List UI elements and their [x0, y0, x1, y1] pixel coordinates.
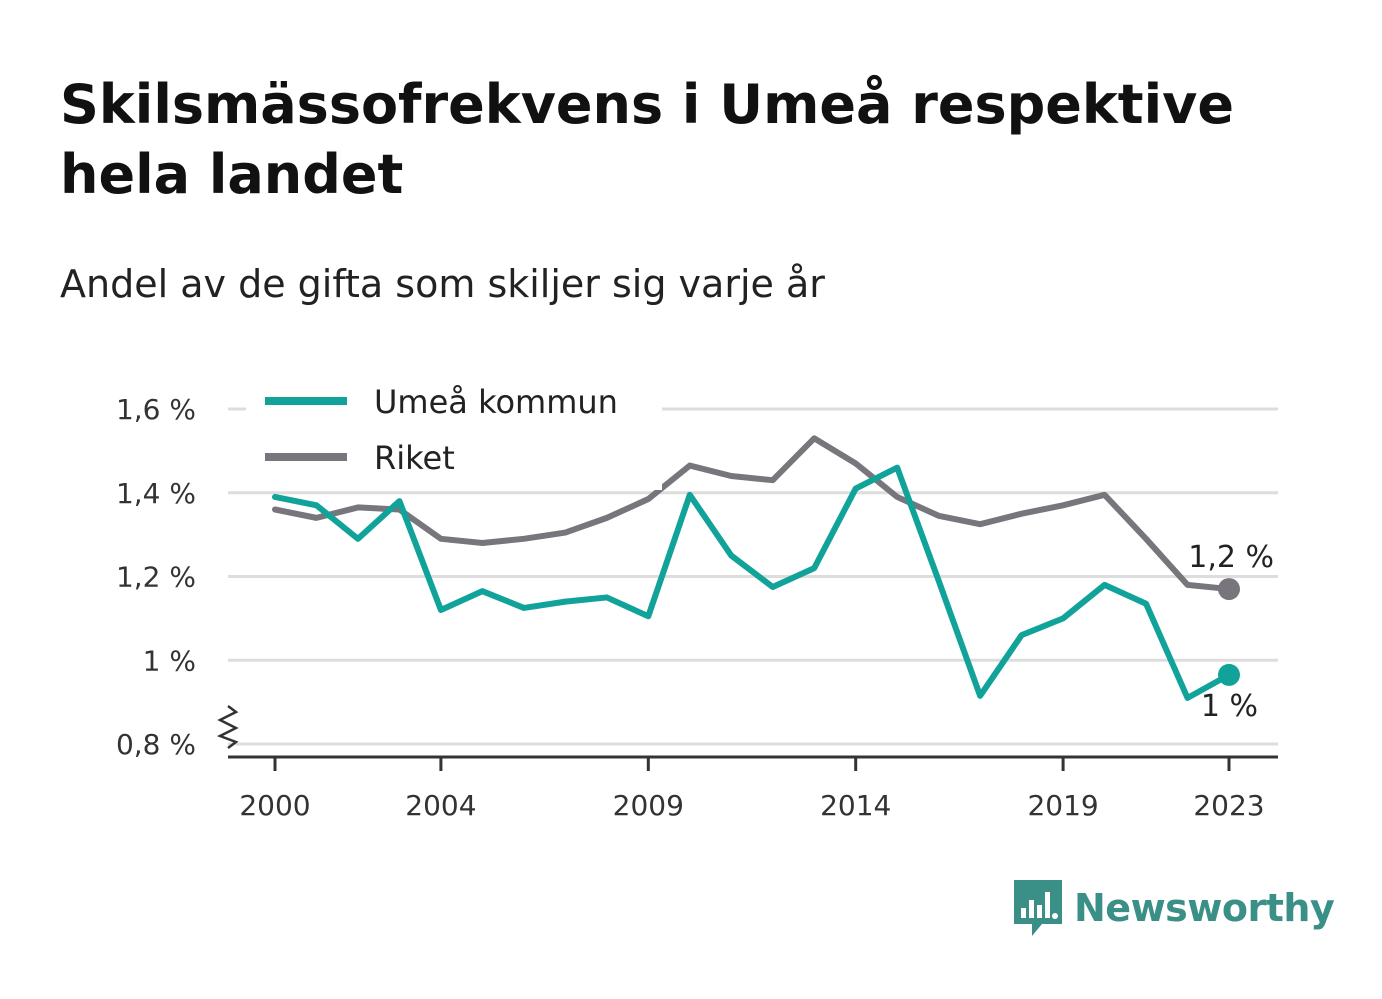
- y-tick-label: 1,6 %: [116, 393, 196, 426]
- bar-chart-speech-bubble-icon: [1014, 880, 1062, 936]
- newsworthy-logo: Newsworthy: [1012, 878, 1335, 938]
- end-label-umea: 1 %: [1201, 689, 1258, 724]
- x-tick-label: 2000: [239, 789, 310, 822]
- legend-box: [246, 372, 662, 490]
- x-tick-label: 2009: [613, 789, 684, 822]
- x-tick-label: 2004: [405, 789, 476, 822]
- x-tick-label: 2023: [1193, 789, 1264, 822]
- end-labels: 1,2 % 1 %: [1188, 540, 1274, 724]
- legend: Umeå kommun Riket: [246, 372, 662, 490]
- y-tick-label: 1,2 %: [116, 561, 196, 594]
- series-line-riket: [272, 435, 1232, 593]
- end-label-riket: 1,2 %: [1188, 540, 1274, 575]
- legend-label: Umeå kommun: [374, 383, 618, 421]
- axes: 0,8 % 1 % 1,2 % 1,4 % 1,6 % 2000 2004 2009 2014 2…: [116, 393, 1278, 822]
- x-tick-label: 2019: [1027, 789, 1098, 822]
- logo-text: Newsworthy: [1074, 886, 1335, 930]
- y-tick-label: 1,4 %: [116, 477, 196, 510]
- legend-label: Riket: [374, 439, 455, 477]
- x-tick-label: 2014: [820, 789, 891, 822]
- series-end-marker: [1218, 578, 1240, 601]
- series-end-marker: [1218, 663, 1240, 686]
- series-lines: [272, 435, 1240, 701]
- chart-subtitle: Andel av de gifta som skiljer sig varje …: [60, 262, 825, 306]
- chart-title: Skilsmässofrekvens i Umeå respektive hel…: [60, 73, 1234, 206]
- y-tick-label: 1 %: [143, 644, 196, 677]
- series-line-umea: [272, 464, 1232, 701]
- axis-break-icon: [216, 705, 239, 749]
- y-tick-label: 0,8 %: [116, 728, 196, 761]
